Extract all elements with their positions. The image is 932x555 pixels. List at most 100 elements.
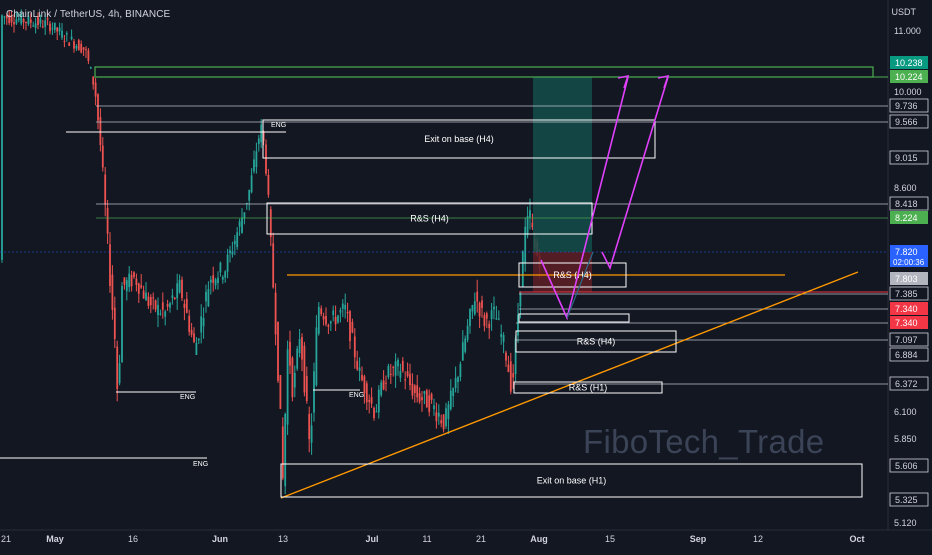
zone-box-6[interactable] <box>280 463 863 498</box>
candle-body <box>473 301 476 315</box>
candle-body <box>344 304 347 310</box>
candle-body <box>8 14 11 24</box>
projection-path-2[interactable] <box>601 76 669 271</box>
candle-body <box>89 67 92 69</box>
candle-body <box>471 305 474 312</box>
price-label-box-3 <box>889 98 929 113</box>
candle-body <box>221 276 224 280</box>
candle-body <box>152 297 155 299</box>
candle-body <box>495 318 498 320</box>
candle-body <box>200 316 203 333</box>
candle-body <box>61 30 63 38</box>
candle-body <box>243 212 246 219</box>
candle-body <box>181 279 183 298</box>
projection-guide <box>566 251 594 319</box>
candle-body <box>291 357 294 398</box>
price-label-box-9 <box>890 272 928 285</box>
price-label-6: 8.418 <box>895 199 918 209</box>
candle-body <box>529 210 531 218</box>
candle-body <box>15 19 18 24</box>
candle-body <box>442 414 445 430</box>
candle-body <box>202 317 205 327</box>
candle-body <box>22 18 25 23</box>
candle-body <box>147 296 150 306</box>
target-zone[interactable] <box>94 66 874 78</box>
candle-body <box>485 313 488 319</box>
candle-body <box>56 27 59 32</box>
candle-body <box>469 309 471 326</box>
candle-body <box>397 359 399 367</box>
candle-body <box>109 244 111 286</box>
y-tick-6: 5.120 <box>894 518 917 528</box>
candle-body <box>39 18 42 24</box>
price-label-box-4 <box>889 114 929 129</box>
y-tick-1: 11.000 <box>894 26 921 36</box>
candle-body <box>373 407 375 419</box>
candle-body <box>505 352 507 361</box>
price-label-box-15 <box>889 376 929 391</box>
candle-body <box>217 277 219 283</box>
candle-body <box>327 324 330 327</box>
candle-body <box>257 138 260 145</box>
candle-body <box>34 23 37 28</box>
candle-body <box>197 339 200 341</box>
candle-body <box>101 145 104 168</box>
currency-unit: USDT <box>891 7 917 17</box>
zone-box-3[interactable] <box>518 262 627 288</box>
symbol-title: ChainLink / TetherUS, 4h, BINANCE <box>6 9 171 20</box>
price-label-box-8 <box>890 245 928 267</box>
candle-body <box>70 36 73 40</box>
candle-body <box>298 338 301 354</box>
candle-body <box>365 383 368 403</box>
candle-body <box>457 377 459 383</box>
x-tick-5: 13 <box>278 534 288 544</box>
candle-body <box>440 420 443 424</box>
zone-label-1: Exit on base (H4) <box>424 134 494 144</box>
candle-body <box>161 302 164 310</box>
candle-body <box>245 203 248 205</box>
candle-body <box>77 40 80 51</box>
candle-body <box>241 217 243 233</box>
price-label-14: 6.884 <box>895 350 918 360</box>
candle-body <box>140 285 143 288</box>
candle-body <box>404 379 407 381</box>
candle-body <box>193 333 195 342</box>
candle-body <box>219 262 222 273</box>
price-label-12: 7.340 <box>895 318 918 328</box>
x-tick-8: 21 <box>476 534 486 544</box>
candle-body <box>51 28 54 30</box>
candle-body <box>382 380 385 390</box>
candle-body <box>317 306 320 334</box>
candle-body <box>106 207 109 234</box>
candle-body <box>526 215 529 236</box>
zone-box-1[interactable] <box>262 119 656 159</box>
candle-body <box>325 315 327 325</box>
x-tick-10: 15 <box>605 534 615 544</box>
candle-body <box>361 374 363 381</box>
zone-label-5: R&S (H1) <box>569 383 608 393</box>
zone-box-5[interactable] <box>513 381 663 394</box>
candle-body <box>145 292 147 301</box>
candle-body <box>17 18 20 20</box>
candle-body <box>375 411 378 413</box>
candle-body <box>53 22 56 30</box>
ascending-trendline[interactable] <box>280 271 859 499</box>
price-label-8: 7.820 <box>895 247 918 257</box>
zone-box-4[interactable] <box>515 330 677 353</box>
candle-body <box>497 318 500 320</box>
candle-body <box>454 378 457 389</box>
candle-body <box>10 15 13 23</box>
candle-body <box>370 397 373 404</box>
candle-body <box>133 272 135 277</box>
zone-box-small[interactable] <box>518 313 630 323</box>
candle-body <box>293 372 296 388</box>
candle-body <box>159 313 162 315</box>
candle-body <box>445 408 447 427</box>
candle-body <box>32 25 35 27</box>
candle-body <box>517 314 519 336</box>
candle-body <box>260 124 263 143</box>
candle-body <box>399 370 402 378</box>
price-label-box-17 <box>889 492 929 507</box>
candle-body <box>387 365 390 377</box>
